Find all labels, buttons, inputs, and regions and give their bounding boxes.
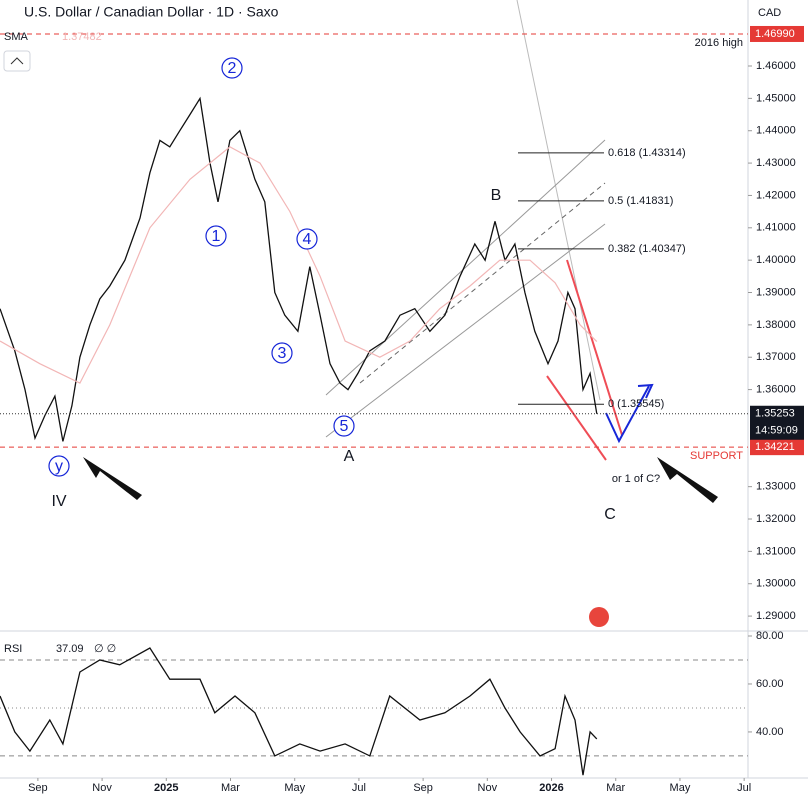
content: 1.46000 1.45000 1.44000 1.43000 1.42000 1.410… bbox=[0, 25, 804, 794]
x-tick-label: Sep bbox=[413, 782, 433, 794]
x-tick-label: May bbox=[670, 782, 691, 794]
wedge-line bbox=[546, 375, 607, 461]
y-tick-label: 60.00 bbox=[756, 678, 784, 690]
price-badge-label: 1.46990 bbox=[755, 28, 795, 40]
wave-annotation: C bbox=[604, 506, 616, 523]
collapse-icon bbox=[10, 57, 24, 65]
y-tick-label: 1.44000 bbox=[756, 125, 796, 137]
x-tick-label: Sep bbox=[28, 782, 48, 794]
indicator-value: 1.37482 bbox=[62, 31, 102, 43]
indicator-name: SMA bbox=[4, 31, 29, 43]
y-tick-label: 1.46000 bbox=[756, 60, 796, 72]
x-tick-label: Mar bbox=[606, 782, 625, 794]
y-tick-label: 1.43000 bbox=[756, 157, 796, 169]
x-tick-label: 2025 bbox=[154, 782, 178, 794]
fib-label: 0.618 (1.43314) bbox=[608, 147, 686, 159]
x-tick-label: Jul bbox=[352, 782, 366, 794]
fib-label: 0.382 (1.40347) bbox=[608, 243, 686, 255]
y-tick-label: 1.41000 bbox=[756, 222, 796, 234]
channel-line bbox=[325, 223, 606, 438]
trend-line bbox=[516, 0, 601, 401]
wave-circle bbox=[221, 57, 243, 79]
y-tick-label: 1.29000 bbox=[756, 610, 796, 622]
wave-circle bbox=[205, 225, 227, 247]
projection bbox=[605, 385, 650, 444]
price-badge bbox=[750, 25, 804, 42]
x-tick-label: 2026 bbox=[539, 782, 563, 794]
wave-label: 5 bbox=[340, 418, 349, 435]
y-tick-label: 1.31000 bbox=[756, 545, 796, 557]
y-tick-label: 1.39000 bbox=[756, 286, 796, 298]
chart-title: U.S. Dollar / Canadian Dollar · 1D · Sax… bbox=[24, 4, 279, 20]
fib-label: 0 (1.35545) bbox=[608, 398, 664, 410]
wave-circle bbox=[48, 455, 70, 477]
wave-circle bbox=[296, 228, 318, 250]
wave-annotation: IV bbox=[51, 493, 66, 510]
wave-annotation: or 1 of C? bbox=[612, 473, 660, 485]
y-tick-label: 1.30000 bbox=[756, 578, 796, 590]
y-tick-label: 1.42000 bbox=[756, 189, 796, 201]
x-tick-label: Nov bbox=[478, 782, 498, 794]
price-badge-label: 1.34221 bbox=[755, 441, 795, 453]
wave-annotation: A bbox=[344, 448, 355, 465]
price-line bbox=[0, 96, 598, 442]
price-badge bbox=[750, 439, 804, 456]
projection-arrowhead bbox=[637, 383, 654, 399]
x-tick-label: May bbox=[284, 782, 305, 794]
wave-annotation: B bbox=[491, 187, 502, 204]
level-note: 2016 high bbox=[695, 37, 743, 49]
y-tick-label: 1.32000 bbox=[756, 513, 796, 525]
x-tick-label: Jul bbox=[737, 782, 751, 794]
y-tick-label: 1.36000 bbox=[756, 383, 796, 395]
wedge-line bbox=[566, 259, 623, 436]
channel-mid-line bbox=[359, 182, 606, 384]
x-tick-label: Nov bbox=[92, 782, 112, 794]
channel-line bbox=[325, 139, 606, 396]
arrow bbox=[83, 457, 142, 500]
wave-label: 3 bbox=[278, 345, 287, 362]
x-tick-label: Mar bbox=[221, 782, 240, 794]
y-tick-label: 1.38000 bbox=[756, 319, 796, 331]
wave-label: y bbox=[55, 458, 63, 475]
level-note: SUPPORT bbox=[690, 450, 743, 462]
last-price-label: 1.35253 bbox=[755, 408, 795, 420]
sma-line bbox=[0, 146, 598, 384]
y-tick-label: 1.40000 bbox=[756, 254, 796, 266]
wave-circle bbox=[271, 342, 293, 364]
arrow bbox=[657, 457, 718, 503]
indicator-value: 37.09 bbox=[56, 643, 84, 655]
wave-label: 1 bbox=[212, 228, 221, 245]
y-tick-label: 80.00 bbox=[756, 630, 784, 642]
y-tick-label: 40.00 bbox=[756, 726, 784, 738]
y-tick-label: 1.33000 bbox=[756, 481, 796, 493]
indicator-name: RSI bbox=[4, 643, 22, 655]
wave-label: 2 bbox=[228, 60, 237, 77]
indicator-extra: ∅ ∅ bbox=[94, 643, 116, 655]
countdown: 14:59:09 bbox=[755, 425, 798, 437]
event-icon[interactable] bbox=[589, 607, 609, 627]
wave-circle bbox=[333, 415, 355, 437]
y-tick-label: 1.37000 bbox=[756, 351, 796, 363]
wave-label: 4 bbox=[303, 231, 312, 248]
fib-label: 0.5 (1.41831) bbox=[608, 195, 673, 207]
y-tick-label: 1.45000 bbox=[756, 92, 796, 104]
collapse-button[interactable] bbox=[3, 50, 31, 72]
last-price-badge bbox=[750, 405, 804, 440]
price-line bbox=[0, 647, 598, 776]
currency[interactable]: CAD bbox=[758, 7, 781, 19]
